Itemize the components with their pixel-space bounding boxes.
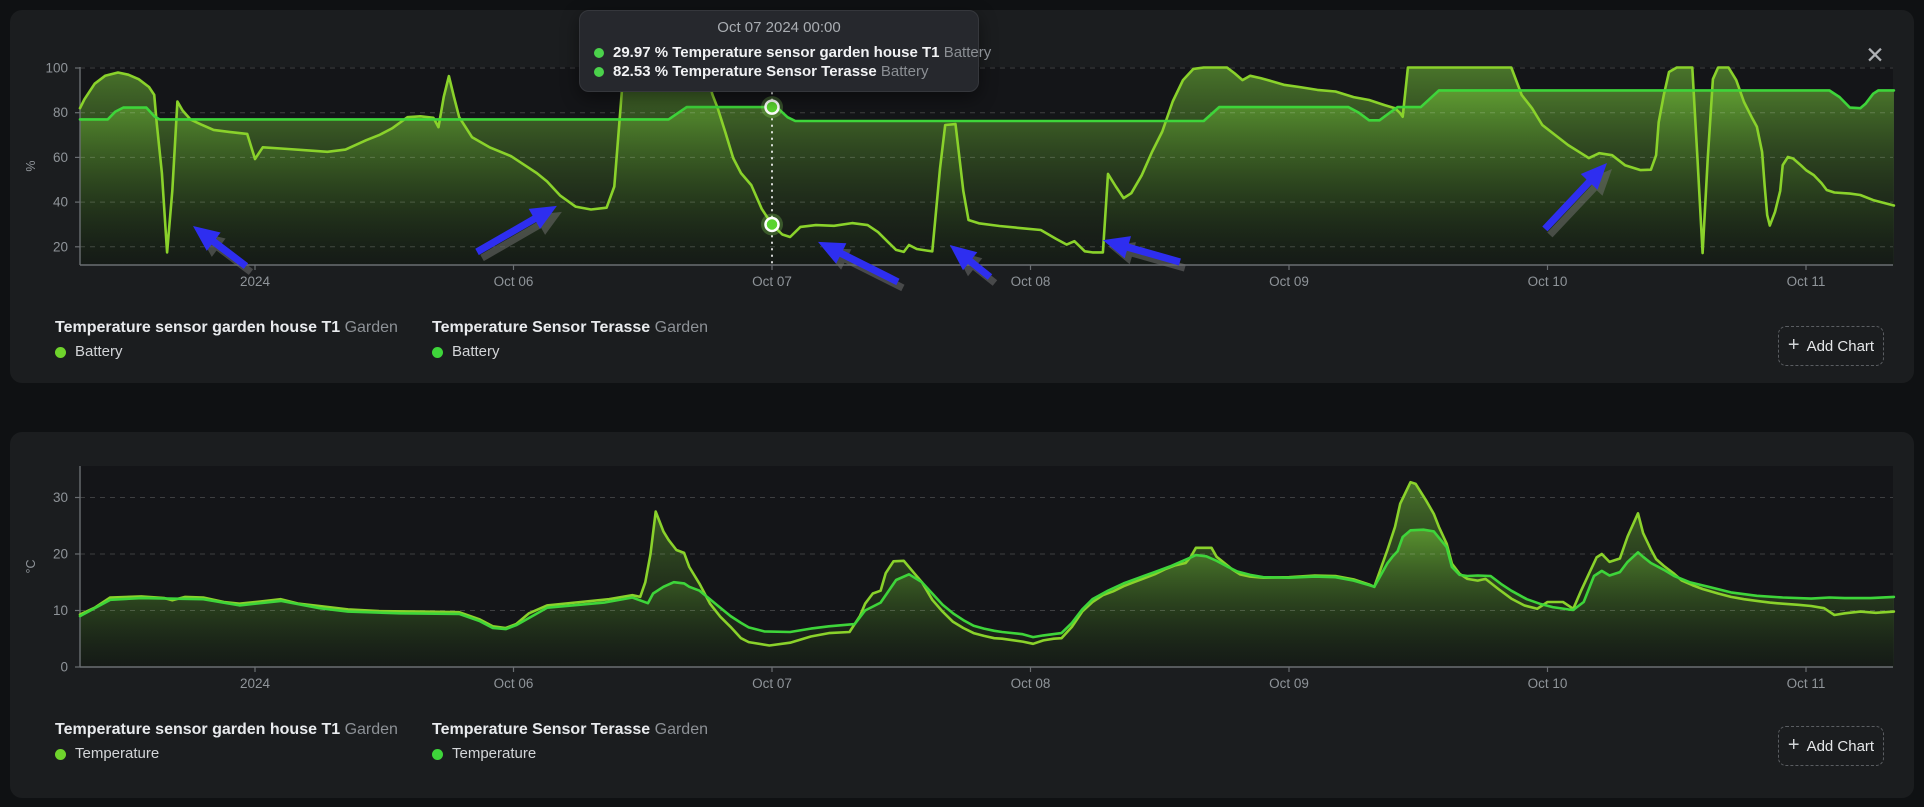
x-tick-label: Oct 08	[1011, 676, 1051, 691]
legend-area-text: Garden	[654, 721, 708, 738]
tooltip-row: 82.53 % Temperature Sensor Terasse Batte…	[594, 62, 964, 81]
tooltip-value-text: 29.97 % Temperature sensor garden house …	[613, 43, 991, 62]
series-color-dot	[55, 346, 66, 358]
legend-entity-name: Temperature sensor garden house T1 Garde…	[55, 318, 432, 338]
x-tick-label: Oct 07	[752, 676, 792, 691]
annotation-arrow-icon	[475, 205, 562, 262]
hover-marker	[761, 213, 783, 236]
legend-name-text: Temperature Sensor Terasse	[432, 721, 651, 738]
legend-area-text: Garden	[344, 319, 398, 336]
legend-item-terasse-battery[interactable]: Temperature Sensor Terasse Garden Batter…	[432, 318, 809, 361]
x-tick-label: Oct 06	[494, 676, 534, 691]
x-axis: 2024 Oct 06 Oct 07 Oct 08 Oct 09 Oct 10 Oct 11	[240, 265, 1825, 289]
add-chart-label: Add Chart	[1806, 337, 1875, 355]
temperature-legend: Temperature sensor garden house T1 Garde…	[55, 720, 809, 763]
tooltip-value: 82.53 % Temperature Sensor Terasse	[613, 63, 877, 80]
annotation-arrow-icon	[949, 245, 998, 286]
y-tick-label: 20	[53, 239, 68, 254]
y-axis-unit-label: °C	[24, 559, 38, 573]
plus-icon: +	[1787, 733, 1800, 756]
series-color-dot	[55, 748, 66, 760]
series-line-1	[78, 528, 1896, 639]
tooltip-series-dot	[594, 47, 604, 58]
close-icon[interactable]: ✕	[1865, 42, 1885, 68]
battery-chart[interactable]: 20 40 60 80 100 2024 Oct 06 Oct 07 Oct 08 Oct 09 O…	[10, 10, 1914, 310]
tooltip-value-text: 82.53 % Temperature Sensor Terasse Batte…	[613, 62, 928, 81]
y-tick-label: 30	[53, 490, 68, 505]
add-chart-button[interactable]: + Add Chart	[1778, 326, 1884, 366]
tooltip-entity-suffix: Battery	[880, 63, 929, 80]
x-tick-label: Oct 08	[1011, 274, 1051, 289]
legend-entity-name: Temperature Sensor Terasse Garden	[432, 318, 809, 338]
series-color-dot	[432, 346, 443, 358]
annotation-arrow-icon	[193, 226, 254, 275]
legend-entity-row: Temperature	[55, 745, 432, 763]
annotation-arrow-icon	[1102, 236, 1186, 272]
legend-name-text: Temperature Sensor Terasse	[432, 319, 651, 336]
temperature-chart-panel: 0 10 20 30 2024 Oct 06 Oct 07 Oct 08 Oct 09 Oct 1…	[10, 432, 1914, 798]
legend-entity-row: Battery	[432, 343, 809, 361]
x-tick-label: Oct 11	[1787, 676, 1826, 691]
x-tick-label: Oct 09	[1269, 676, 1309, 691]
legend-entity-label: Temperature	[452, 745, 537, 762]
series-color-dot	[432, 748, 443, 760]
x-tick-label: Oct 06	[494, 274, 534, 289]
add-chart-button[interactable]: + Add Chart	[1778, 726, 1884, 766]
series-line-0	[78, 66, 1896, 255]
annotations	[193, 92, 1612, 292]
x-tick-label: 2024	[240, 274, 271, 289]
tooltip-entity-suffix: Battery	[943, 44, 992, 61]
grid-lines: 20 40 60 80 100	[45, 61, 1893, 254]
legend-name-text: Temperature sensor garden house T1	[55, 319, 341, 336]
legend-entity-label: Battery	[75, 343, 123, 360]
legend-entity-name: Temperature Sensor Terasse Garden	[432, 720, 809, 740]
hover-tooltip: Oct 07 2024 00:00 29.97 % Temperature se…	[579, 10, 991, 92]
x-tick-label: Oct 07	[752, 274, 792, 289]
legend-area-text: Garden	[654, 319, 708, 336]
plus-icon: +	[1787, 333, 1800, 356]
add-chart-label: Add Chart	[1806, 737, 1875, 755]
tooltip-row: 29.97 % Temperature sensor garden house …	[594, 43, 991, 62]
x-tick-label: 2024	[240, 676, 271, 691]
y-tick-label: 60	[53, 150, 68, 165]
y-tick-label: 10	[53, 603, 68, 618]
legend-entity-label: Temperature	[75, 745, 160, 762]
legend-entity-name: Temperature sensor garden house T1 Garde…	[55, 720, 432, 740]
legend-item-garden-house-temperature[interactable]: Temperature sensor garden house T1 Garde…	[55, 720, 432, 763]
y-axis-unit-label: %	[24, 160, 38, 171]
annotation-arrow-icon	[1542, 163, 1612, 238]
series-line-1	[78, 89, 1896, 123]
x-tick-label: Oct 10	[1528, 274, 1568, 289]
legend-entity-row: Temperature	[432, 745, 809, 763]
x-tick-label: Oct 10	[1528, 676, 1568, 691]
tooltip-series-dot	[594, 66, 604, 77]
legend-item-garden-house-battery[interactable]: Temperature sensor garden house T1 Garde…	[55, 318, 432, 361]
legend-entity-row: Battery	[55, 343, 432, 361]
y-tick-label: 100	[45, 61, 68, 76]
tooltip-timestamp: Oct 07 2024 00:00	[717, 19, 841, 36]
x-tick-label: Oct 11	[1787, 274, 1826, 289]
legend-entity-label: Battery	[452, 343, 500, 360]
annotation-arrow-icon	[818, 241, 905, 292]
plot-area: 0 10 20 30 2024 Oct 06 Oct 07 Oct 08 Oct 09 Oct 1…	[24, 466, 1896, 691]
temperature-chart[interactable]: 0 10 20 30 2024 Oct 06 Oct 07 Oct 08 Oct 09 Oct 1…	[10, 432, 1914, 712]
y-tick-label: 40	[53, 195, 68, 210]
x-axis: 2024 Oct 06 Oct 07 Oct 08 Oct 09 Oct 10 Oct 11	[240, 667, 1825, 691]
y-tick-label: 0	[60, 659, 68, 674]
battery-legend: Temperature sensor garden house T1 Garde…	[55, 318, 809, 361]
plot-area: 20 40 60 80 100 2024 Oct 06 Oct 07 Oct 08 Oct 09 O…	[24, 61, 1896, 292]
hover-marker	[761, 96, 783, 119]
tooltip-value: 29.97 % Temperature sensor garden house …	[613, 44, 940, 61]
y-tick-label: 80	[53, 105, 68, 120]
x-tick-label: Oct 09	[1269, 274, 1309, 289]
legend-item-terasse-temperature[interactable]: Temperature Sensor Terasse Garden Temper…	[432, 720, 809, 763]
legend-area-text: Garden	[344, 721, 398, 738]
series-fill-1	[80, 529, 1894, 667]
y-tick-label: 20	[53, 546, 68, 561]
legend-name-text: Temperature sensor garden house T1	[55, 721, 341, 738]
series-line-0	[78, 480, 1896, 647]
